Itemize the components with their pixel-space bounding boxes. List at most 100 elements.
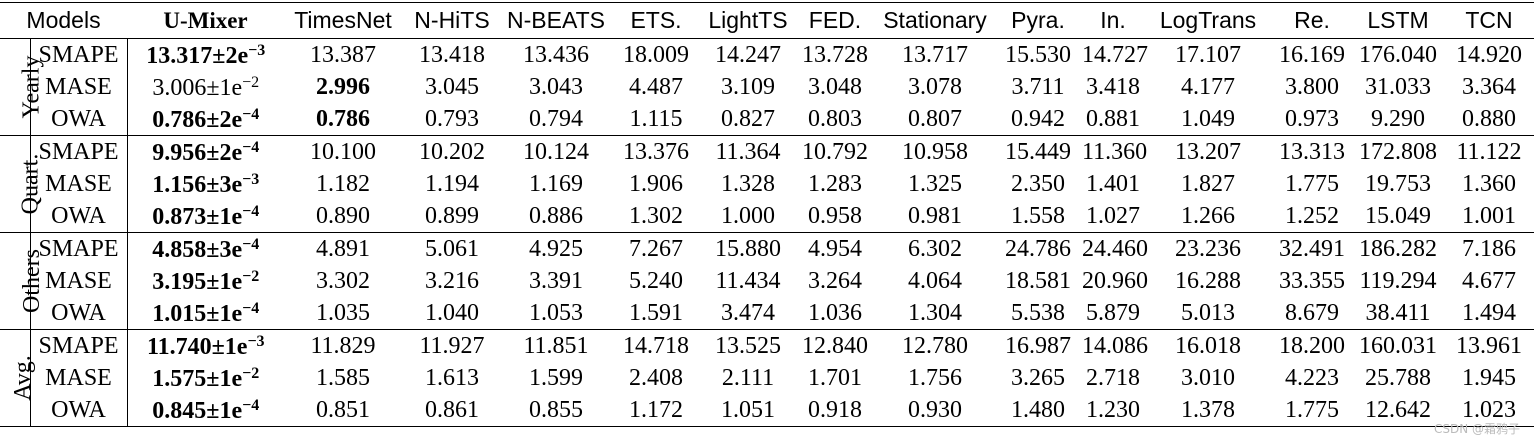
value-cell: 2.408 bbox=[629, 365, 683, 391]
value-cell: 18.009 bbox=[610, 38, 702, 71]
value-cell: 1.023 bbox=[1462, 397, 1516, 423]
value-cell: 13.418 bbox=[402, 38, 502, 71]
value-cell: 1.775 bbox=[1285, 171, 1339, 197]
value-cell: 172.808 bbox=[1352, 135, 1444, 168]
table-row: OWA 1.015±1e−4 1.035 1.040 1.053 1.591 3.474 1.… bbox=[0, 297, 1534, 330]
value-cell: 0.880 bbox=[1462, 106, 1516, 132]
u-mixer-cell: 1.156±3e−3 bbox=[127, 168, 284, 200]
value-cell: 17.107 bbox=[1144, 38, 1272, 71]
value-cell: 1.172 bbox=[629, 397, 683, 423]
value-cell: 0.918 bbox=[808, 397, 862, 423]
u-mixer-exponent: −4 bbox=[242, 138, 260, 156]
group-cell: Others bbox=[0, 232, 45, 330]
metric-label: SMAPE bbox=[30, 329, 128, 362]
value-cell: 15.449 bbox=[994, 135, 1082, 168]
value-cell: 186.282 bbox=[1352, 232, 1444, 265]
value-cell: 1.049 bbox=[1181, 106, 1235, 132]
value-cell: 3.216 bbox=[425, 268, 479, 294]
u-mixer-exponent: −4 bbox=[242, 202, 260, 220]
value-cell: 3.391 bbox=[529, 268, 583, 294]
u-mixer-value: 4.858±3e bbox=[152, 236, 243, 263]
value-cell: 14.718 bbox=[610, 329, 702, 362]
metric-label: MASE bbox=[30, 362, 128, 394]
header-row: Models U-Mixer TimesNet N-HiTS N-BEATS ETS. L… bbox=[0, 2, 1534, 39]
table-row: MASE 3.195±1e−2 3.302 3.216 3.391 5.240 11.434… bbox=[0, 265, 1534, 297]
value-cell: 119.294 bbox=[1359, 268, 1437, 294]
metric-label: MASE bbox=[30, 71, 128, 103]
value-cell: 2.996 bbox=[316, 74, 370, 100]
value-cell: 5.240 bbox=[629, 268, 683, 294]
value-cell: 1.775 bbox=[1285, 397, 1339, 423]
value-cell: 0.958 bbox=[808, 203, 862, 229]
value-cell: 0.803 bbox=[808, 106, 862, 132]
value-cell: 11.122 bbox=[1444, 135, 1534, 168]
group-label: Others bbox=[18, 249, 45, 313]
u-mixer-value: 1.575±1e bbox=[152, 365, 243, 392]
value-cell: 0.807 bbox=[908, 106, 962, 132]
value-cell: 4.223 bbox=[1285, 365, 1339, 391]
value-cell: 13.525 bbox=[702, 329, 794, 362]
u-mixer-cell: 0.786±2e−4 bbox=[127, 103, 284, 136]
results-table: Models U-Mixer TimesNet N-HiTS N-BEATS ETS. L… bbox=[0, 2, 1534, 427]
value-cell: 3.302 bbox=[316, 268, 370, 294]
u-mixer-cell: 9.956±2e−4 bbox=[127, 135, 284, 168]
column-header: Stationary bbox=[876, 2, 994, 39]
value-cell: 3.265 bbox=[1011, 365, 1065, 391]
value-cell: 33.355 bbox=[1279, 268, 1345, 294]
group-label: Quart. bbox=[17, 153, 44, 215]
value-cell: 2.718 bbox=[1086, 365, 1140, 391]
value-cell: 23.236 bbox=[1144, 232, 1272, 265]
value-cell: 0.899 bbox=[425, 203, 479, 229]
value-cell: 12.642 bbox=[1365, 397, 1431, 423]
value-cell: 3.711 bbox=[1011, 74, 1065, 100]
value-cell: 1.401 bbox=[1086, 171, 1140, 197]
value-cell: 1.360 bbox=[1462, 171, 1516, 197]
u-mixer-exponent: −2 bbox=[242, 364, 260, 382]
u-mixer-cell: 3.006±1e−2 bbox=[127, 71, 284, 103]
value-cell: 13.436 bbox=[502, 38, 610, 71]
table-row: Others SMAPE 4.858±3e−4 4.891 5.061 4.925 7.26… bbox=[0, 232, 1534, 330]
value-cell: 1.906 bbox=[629, 171, 683, 197]
value-cell: 14.920 bbox=[1444, 38, 1534, 71]
value-cell: 1.302 bbox=[629, 203, 683, 229]
value-cell: 4.925 bbox=[502, 232, 610, 265]
value-cell: 1.027 bbox=[1086, 203, 1140, 229]
metric-label: OWA bbox=[30, 394, 128, 427]
value-cell: 3.800 bbox=[1285, 74, 1339, 100]
value-cell: 20.960 bbox=[1082, 268, 1148, 294]
value-cell: 0.886 bbox=[529, 203, 583, 229]
value-cell: 4.677 bbox=[1462, 268, 1516, 294]
value-cell: 12.780 bbox=[876, 329, 994, 362]
value-cell: 1.194 bbox=[425, 171, 479, 197]
value-cell: 1.115 bbox=[629, 106, 683, 132]
u-mixer-value: 0.873±1e bbox=[152, 203, 243, 230]
value-cell: 9.290 bbox=[1371, 106, 1425, 132]
column-header: LightTS bbox=[702, 2, 794, 39]
value-cell: 0.794 bbox=[529, 106, 583, 132]
metric-label: OWA bbox=[30, 200, 128, 233]
watermark: CSDN @霜鸦子 bbox=[1433, 422, 1520, 436]
value-cell: 3.043 bbox=[529, 74, 583, 100]
value-cell: 2.111 bbox=[721, 365, 775, 391]
value-cell: 10.792 bbox=[794, 135, 876, 168]
group-cell: Quart. bbox=[0, 135, 43, 233]
table-row: OWA 0.873±1e−4 0.890 0.899 0.886 1.302 1.000 0.… bbox=[0, 200, 1534, 233]
table-row: MASE 1.156±3e−3 1.182 1.194 1.169 1.906 1.328 1… bbox=[0, 168, 1534, 200]
table-body: Yearly SMAPE 13.317±2e−3 13.387 13.418 13.436… bbox=[0, 38, 1534, 427]
value-cell: 5.013 bbox=[1181, 300, 1235, 326]
value-cell: 12.840 bbox=[794, 329, 876, 362]
metric-label: MASE bbox=[30, 265, 128, 297]
metric-label: SMAPE bbox=[30, 135, 128, 168]
value-cell: 13.376 bbox=[610, 135, 702, 168]
column-header: In. bbox=[1082, 2, 1144, 39]
value-cell: 4.487 bbox=[629, 74, 683, 100]
value-cell: 3.048 bbox=[808, 74, 862, 100]
value-cell: 1.001 bbox=[1462, 203, 1516, 229]
value-cell: 0.855 bbox=[529, 397, 583, 423]
value-cell: 3.010 bbox=[1181, 365, 1235, 391]
value-cell: 11.927 bbox=[402, 329, 502, 362]
value-cell: 176.040 bbox=[1352, 38, 1444, 71]
group-cell: Avg. bbox=[0, 329, 36, 427]
value-cell: 13.717 bbox=[876, 38, 994, 71]
